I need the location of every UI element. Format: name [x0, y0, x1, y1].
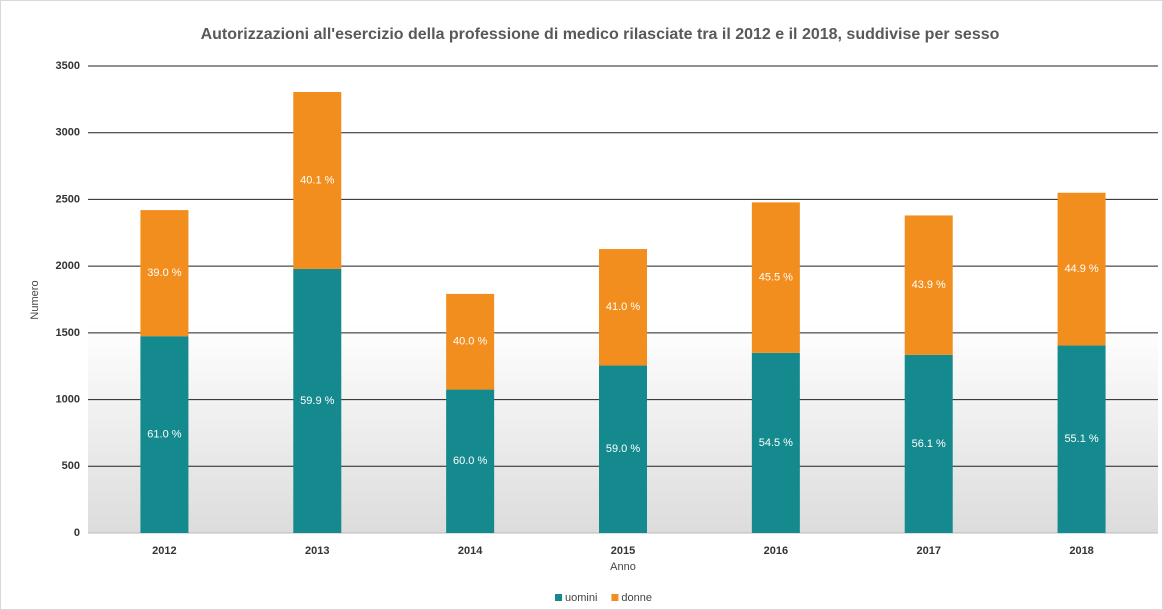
bar-segment — [446, 389, 495, 533]
legend-label: uomini — [565, 592, 597, 604]
bar-segment — [140, 210, 189, 337]
y-tick-label: 1000 — [56, 393, 80, 405]
y-tick-label: 500 — [62, 460, 80, 472]
data-label: 44.9 % — [1064, 263, 1098, 275]
chart-title: Autorizzazioni all'esercizio della profe… — [201, 26, 1000, 43]
y-tick-label: 3000 — [56, 127, 80, 139]
x-tick-label: 2018 — [1069, 545, 1093, 557]
data-label: 40.1 % — [300, 174, 334, 186]
data-label: 59.0 % — [606, 443, 640, 455]
data-label: 39.0 % — [147, 267, 181, 279]
data-label: 54.5 % — [759, 437, 793, 449]
bar-segment — [751, 202, 800, 353]
bar-segment — [1057, 192, 1106, 346]
y-tick-label: 0 — [74, 527, 80, 539]
data-label: 43.9 % — [912, 279, 946, 291]
bar-segment — [446, 293, 495, 390]
y-tick-label: 2000 — [56, 260, 80, 272]
y-tick-label: 3500 — [56, 60, 80, 72]
legend-swatch — [555, 594, 562, 601]
data-label: 59.9 % — [300, 395, 334, 407]
data-label: 41.0 % — [606, 301, 640, 313]
bar-segment — [904, 354, 953, 533]
data-label: 40.0 % — [453, 336, 487, 348]
data-label: 45.5 % — [759, 272, 793, 284]
y-tick-label: 2500 — [56, 193, 80, 205]
data-label: 60.0 % — [453, 455, 487, 467]
bar-segment — [599, 249, 647, 366]
bar-segment — [293, 268, 342, 533]
bar-segment — [1057, 345, 1106, 533]
y-tick-label: 1500 — [56, 327, 80, 339]
x-tick-label: 2013 — [305, 545, 329, 557]
data-label: 56.1 % — [912, 438, 946, 450]
bar-segment — [904, 215, 953, 355]
bar-segment — [751, 352, 800, 533]
bar-segment — [599, 365, 647, 533]
x-axis-label: Anno — [610, 561, 636, 573]
bar-segment — [140, 336, 189, 533]
legend-swatch — [611, 594, 619, 601]
y-axis-label: Numero — [29, 280, 41, 319]
data-label: 55.1 % — [1064, 433, 1098, 445]
bar-segment — [293, 92, 342, 269]
x-tick-label: 2017 — [916, 545, 940, 557]
x-tick-label: 2012 — [152, 545, 176, 557]
x-tick-label: 2015 — [611, 545, 635, 557]
data-label: 61.0 % — [147, 429, 181, 441]
legend-label: donne — [621, 592, 652, 604]
x-tick-label: 2016 — [764, 545, 788, 557]
x-tick-label: 2014 — [458, 545, 483, 557]
